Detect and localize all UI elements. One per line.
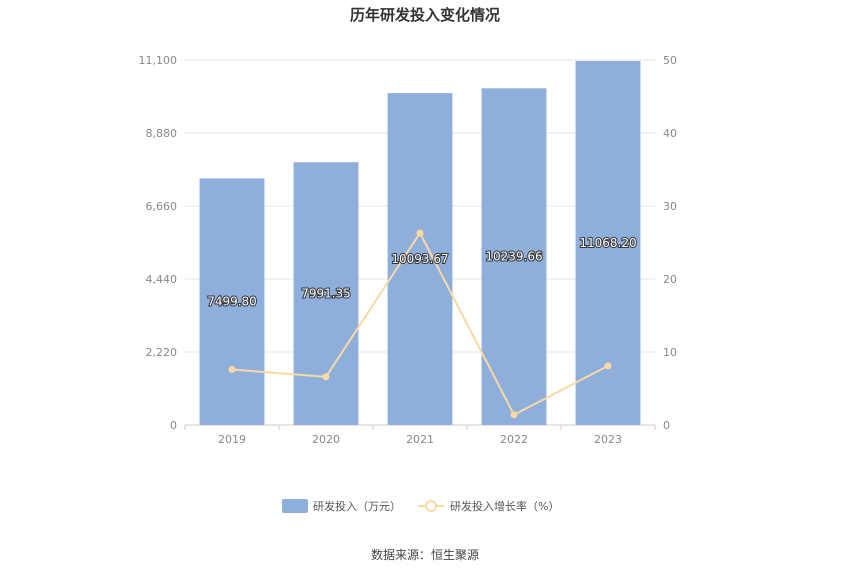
y-left-tick-label: 8,880 xyxy=(146,127,178,140)
legend-label-line: 研发投入增长率（%） xyxy=(450,499,559,513)
y-right-tick-label: 0 xyxy=(663,419,670,432)
bar-labels: 7499.80 7991.35 10093.67 10239.66 11068.20 xyxy=(206,235,637,310)
bars xyxy=(199,61,641,425)
y-right-tick-label: 50 xyxy=(663,54,677,67)
legend-swatch-bar xyxy=(282,499,308,513)
y-right-tick-label: 10 xyxy=(663,346,677,359)
growth-point xyxy=(510,411,518,419)
bar xyxy=(387,93,453,425)
bar-value-label: 10239.66 xyxy=(485,250,542,264)
growth-point xyxy=(228,366,236,374)
y-left-tick-label: 2,220 xyxy=(146,346,178,359)
bar xyxy=(293,162,359,425)
x-tick-label: 2021 xyxy=(406,433,434,446)
y-right-tick-label: 20 xyxy=(663,273,677,286)
growth-point xyxy=(322,373,330,381)
y-left-tick-label: 4,440 xyxy=(146,273,178,286)
legend: 研发投入（万元） 研发投入增长率（%） xyxy=(282,499,559,513)
growth-point xyxy=(416,229,424,237)
x-tick-label: 2023 xyxy=(594,433,622,446)
data-source: 数据来源：恒生聚源 xyxy=(371,547,479,562)
bar-value-label: 11068.20 xyxy=(579,236,636,250)
growth-line xyxy=(228,229,612,419)
bar-value-label: 7499.80 xyxy=(207,295,257,309)
y-axis-right: 0 10 20 30 40 50 xyxy=(663,54,677,432)
y-right-tick-label: 30 xyxy=(663,200,677,213)
chart-title: 历年研发投入变化情况 xyxy=(350,6,500,24)
bar-value-label: 10093.67 xyxy=(391,252,448,266)
bar xyxy=(199,178,265,425)
legend-label-bar: 研发投入（万元） xyxy=(313,499,401,513)
x-axis: 2019 2020 2021 2022 2023 xyxy=(184,425,656,446)
x-tick-label: 2019 xyxy=(218,433,246,446)
legend-swatch-marker xyxy=(425,500,437,512)
x-tick-label: 2020 xyxy=(312,433,340,446)
y-axis-left: 0 2,220 4,440 6,660 8,880 11,100 xyxy=(139,54,178,432)
bar xyxy=(481,88,547,425)
x-tick-label: 2022 xyxy=(500,433,528,446)
y-left-tick-label: 6,660 xyxy=(146,200,178,213)
y-left-tick-label: 11,100 xyxy=(139,54,178,67)
bar-value-label: 7991.35 xyxy=(301,287,351,301)
y-left-tick-label: 0 xyxy=(170,419,177,432)
y-right-tick-label: 40 xyxy=(663,127,677,140)
growth-point xyxy=(604,362,612,370)
